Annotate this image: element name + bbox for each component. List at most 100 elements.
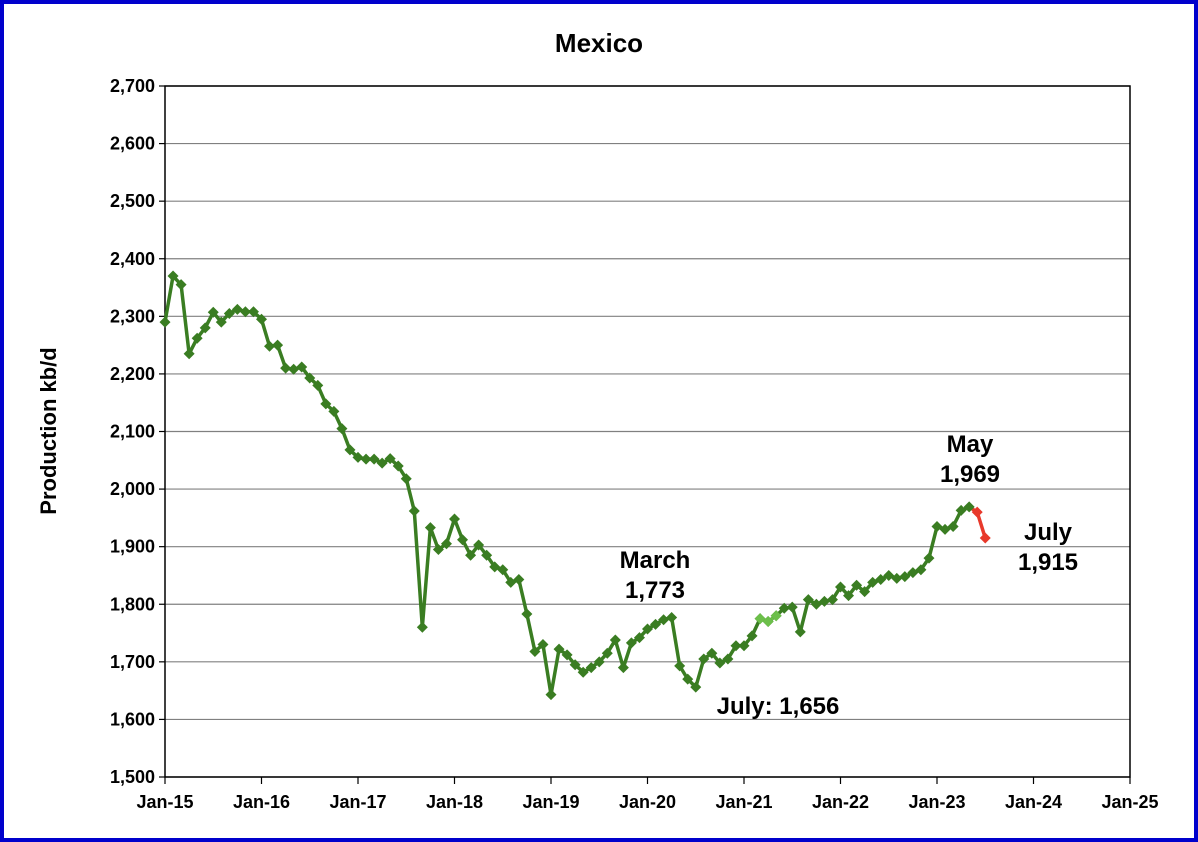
marker xyxy=(706,647,718,659)
marker xyxy=(674,660,686,672)
marker xyxy=(183,348,195,360)
marker xyxy=(561,649,573,661)
y-tick-label: 1,900 xyxy=(110,537,155,557)
y-tick-label: 2,000 xyxy=(110,479,155,499)
marker xyxy=(199,322,211,334)
y-tick-label: 2,400 xyxy=(110,249,155,269)
marker xyxy=(529,645,541,657)
marker xyxy=(416,621,428,633)
marker xyxy=(826,594,838,606)
marker xyxy=(545,689,557,701)
marker xyxy=(537,639,549,651)
marker xyxy=(915,564,927,576)
marker xyxy=(553,643,565,655)
y-tick-label: 2,700 xyxy=(110,76,155,96)
x-tick-label: Jan-24 xyxy=(1005,792,1062,812)
marker xyxy=(457,534,469,546)
y-tick-label: 2,600 xyxy=(110,134,155,154)
marker xyxy=(794,626,806,638)
marker xyxy=(223,307,235,319)
y-axis-label: Production kb/d xyxy=(36,347,61,514)
marker xyxy=(400,473,412,485)
marker xyxy=(802,594,814,606)
marker xyxy=(368,453,380,465)
chart-title: Mexico xyxy=(555,28,643,58)
x-tick-label: Jan-18 xyxy=(426,792,483,812)
marker xyxy=(521,608,533,620)
marker xyxy=(617,662,629,674)
marker xyxy=(746,630,758,642)
marker xyxy=(963,501,975,513)
marker xyxy=(440,538,452,550)
y-tick-label: 2,300 xyxy=(110,306,155,326)
marker xyxy=(690,681,702,693)
marker xyxy=(923,552,935,564)
marker xyxy=(650,618,662,630)
y-tick-label: 2,500 xyxy=(110,191,155,211)
y-tick-label: 1,700 xyxy=(110,652,155,672)
marker xyxy=(835,581,846,593)
marker xyxy=(730,640,742,652)
marker xyxy=(256,313,267,325)
x-tick-label: Jan-22 xyxy=(812,792,869,812)
marker xyxy=(577,666,589,678)
y-tick-label: 1,600 xyxy=(110,709,155,729)
marker xyxy=(296,361,308,373)
marker xyxy=(336,423,348,435)
marker xyxy=(392,460,404,472)
annotation: July xyxy=(1024,519,1073,546)
marker xyxy=(449,513,460,525)
marker xyxy=(585,662,597,674)
marker xyxy=(432,544,444,556)
marker xyxy=(376,457,388,469)
marker xyxy=(231,303,243,315)
marker xyxy=(875,573,887,585)
marker xyxy=(312,379,324,391)
annotation: March xyxy=(620,547,691,574)
marker xyxy=(859,586,871,598)
marker xyxy=(328,405,340,417)
marker xyxy=(642,623,653,635)
x-tick-label: Jan-15 xyxy=(136,792,193,812)
marker xyxy=(497,564,509,576)
marker xyxy=(191,332,203,344)
marker xyxy=(304,372,316,384)
marker xyxy=(320,398,332,410)
marker xyxy=(899,571,911,583)
marker xyxy=(609,634,621,646)
y-tick-label: 1,800 xyxy=(110,594,155,614)
marker xyxy=(344,444,356,456)
marker xyxy=(762,616,774,628)
x-tick-label: Jan-25 xyxy=(1101,792,1158,812)
x-tick-label: Jan-23 xyxy=(908,792,965,812)
marker xyxy=(513,573,525,585)
marker xyxy=(770,610,782,622)
marker xyxy=(424,522,436,534)
annotation: 1,969 xyxy=(940,461,1000,488)
marker xyxy=(159,316,171,328)
marker xyxy=(473,539,485,551)
marker xyxy=(167,270,179,282)
marker xyxy=(633,632,645,644)
marker xyxy=(979,532,991,544)
marker xyxy=(601,647,613,659)
marker xyxy=(971,506,983,518)
marker xyxy=(247,306,259,318)
x-tick-label: Jan-19 xyxy=(522,792,579,812)
marker xyxy=(682,673,694,685)
marker xyxy=(239,306,251,318)
marker xyxy=(264,340,276,352)
marker xyxy=(666,611,678,623)
y-tick-label: 1,500 xyxy=(110,767,155,787)
marker xyxy=(175,279,187,291)
marker xyxy=(465,549,477,561)
marker xyxy=(625,637,637,649)
marker xyxy=(593,656,605,668)
marker xyxy=(505,576,517,588)
marker xyxy=(658,614,670,626)
marker xyxy=(786,601,798,613)
x-tick-label: Jan-16 xyxy=(233,792,290,812)
marker xyxy=(288,363,300,375)
